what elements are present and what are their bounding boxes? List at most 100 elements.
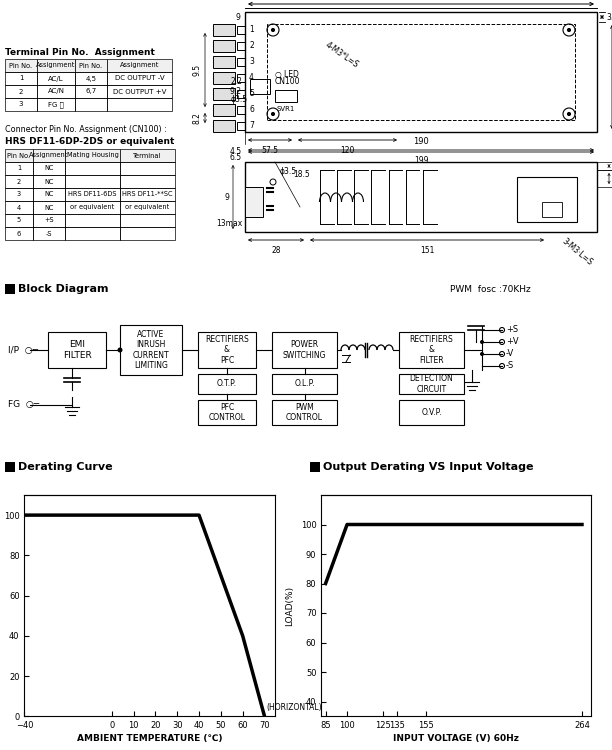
Bar (37, 72, 75, 85)
Bar (120, 188, 175, 201)
Bar (65, 149, 120, 162)
Text: 1: 1 (17, 166, 21, 172)
Text: PWM  fosc :70KHz: PWM fosc :70KHz (450, 284, 531, 293)
Bar (198, 332, 256, 368)
Text: -V: -V (506, 350, 514, 358)
Text: 3: 3 (19, 101, 23, 107)
Text: EMI
FILTER: EMI FILTER (62, 340, 91, 360)
Text: 9: 9 (224, 193, 229, 202)
Bar (5, 175, 33, 188)
Text: 5: 5 (249, 89, 254, 98)
Text: O.T.P.: O.T.P. (217, 380, 237, 388)
Text: 6,7: 6,7 (86, 88, 97, 94)
Text: 2: 2 (19, 88, 23, 94)
X-axis label: AMBIENT TEMPERATURE (℃): AMBIENT TEMPERATURE (℃) (77, 734, 223, 743)
Bar (65, 227, 120, 240)
Bar (5, 85, 37, 98)
Bar (37, 85, 75, 98)
Text: Assignment: Assignment (29, 152, 69, 158)
Bar (399, 400, 464, 425)
Bar (33, 188, 65, 201)
Text: -S: -S (46, 230, 52, 236)
Text: +S: +S (506, 326, 518, 334)
Text: 3: 3 (249, 58, 254, 67)
Bar (120, 325, 182, 375)
Bar (237, 42, 245, 50)
Text: HRS DF11-**SC: HRS DF11-**SC (122, 191, 173, 197)
Text: 7: 7 (249, 122, 254, 130)
Bar (272, 374, 337, 394)
Y-axis label: LOAD(%): LOAD(%) (285, 586, 294, 626)
Bar (198, 400, 256, 425)
Bar (5, 162, 33, 175)
Bar (48, 332, 106, 368)
Circle shape (272, 28, 275, 32)
Text: RECTIFIERS
&
FILTER: RECTIFIERS & FILTER (409, 335, 453, 365)
X-axis label: INPUT VOLTAGE (V) 60Hz: INPUT VOLTAGE (V) 60Hz (393, 734, 519, 743)
Text: DC OUTPUT -V: DC OUTPUT -V (114, 76, 164, 82)
Text: 4: 4 (17, 205, 21, 211)
Bar (5, 98, 37, 111)
Text: Connector Pin No. Assignment (CN100) :: Connector Pin No. Assignment (CN100) : (5, 125, 166, 134)
Bar (65, 201, 120, 214)
Text: 3.5: 3.5 (606, 13, 612, 22)
Bar (120, 162, 175, 175)
Bar (65, 162, 120, 175)
Text: O.V.P.: O.V.P. (421, 408, 442, 417)
Bar (120, 175, 175, 188)
Bar (245, 12, 597, 132)
Text: Terminal Pin No.  Assignment: Terminal Pin No. Assignment (5, 48, 155, 57)
Text: NC: NC (44, 166, 54, 172)
Bar (5, 72, 37, 85)
Bar (517, 177, 577, 222)
Text: 6: 6 (17, 230, 21, 236)
Text: 9.2: 9.2 (230, 88, 242, 97)
Text: RECTIFIERS
&
PFC: RECTIFIERS & PFC (205, 335, 249, 365)
Bar (33, 201, 65, 214)
Text: CN100: CN100 (275, 77, 300, 86)
Text: AC/N: AC/N (48, 88, 64, 94)
Bar (213, 104, 235, 116)
Text: Assignment: Assignment (120, 62, 159, 68)
Text: NC: NC (44, 178, 54, 184)
Bar (107, 98, 172, 111)
Bar (33, 214, 65, 227)
Text: or equivalent: or equivalent (125, 205, 170, 211)
Text: HRS DF11-6DS: HRS DF11-6DS (69, 191, 117, 197)
Text: PFC
CONTROL: PFC CONTROL (209, 403, 245, 422)
Bar (107, 59, 172, 72)
Circle shape (480, 352, 484, 356)
Bar (272, 332, 337, 368)
Bar (213, 24, 235, 36)
Text: 120: 120 (340, 146, 355, 155)
Text: 1: 1 (249, 26, 254, 34)
Bar (237, 106, 245, 114)
Bar (5, 462, 15, 472)
Text: Derating Curve: Derating Curve (18, 462, 113, 472)
Text: 190: 190 (413, 137, 429, 146)
Circle shape (480, 340, 484, 344)
Text: Output Derating VS Input Voltage: Output Derating VS Input Voltage (323, 462, 534, 472)
Bar (237, 90, 245, 98)
Text: 28: 28 (271, 246, 281, 255)
Bar (272, 400, 337, 425)
Bar (213, 56, 235, 68)
Bar (399, 332, 464, 368)
Text: ϕ3.5: ϕ3.5 (280, 167, 297, 176)
Bar (5, 149, 33, 162)
Bar (33, 175, 65, 188)
Bar (107, 85, 172, 98)
Bar (33, 227, 65, 240)
Bar (237, 122, 245, 130)
Text: 2: 2 (249, 41, 254, 50)
Text: 151: 151 (420, 246, 434, 255)
Text: Pin No.: Pin No. (7, 152, 31, 158)
Text: I/P  ○─: I/P ○─ (8, 346, 38, 355)
Text: 9.5: 9.5 (193, 64, 201, 76)
Text: HRS DF11-6DP-2DS or equivalent: HRS DF11-6DP-2DS or equivalent (5, 137, 174, 146)
Circle shape (118, 347, 122, 352)
Bar (399, 374, 464, 394)
Bar (245, 187, 263, 217)
Bar (5, 59, 37, 72)
Bar (75, 72, 107, 85)
